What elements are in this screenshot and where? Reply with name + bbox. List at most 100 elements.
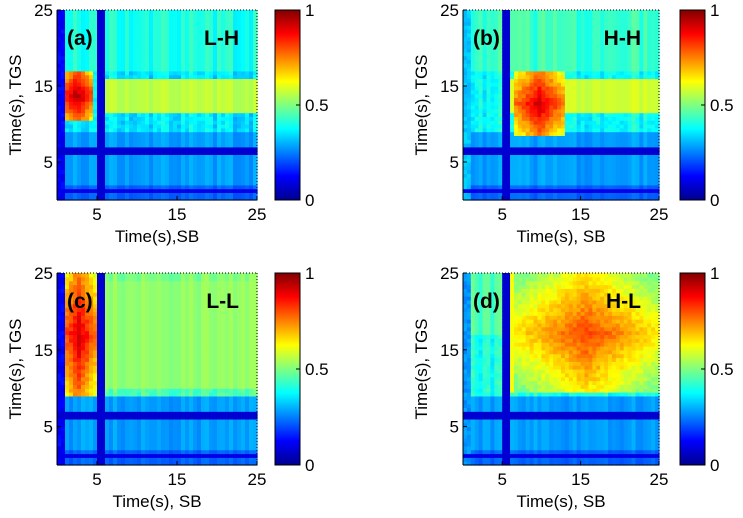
heatmap-cell [635,10,640,15]
heatmap-cell [193,32,198,38]
heatmap-cell [502,10,507,15]
heatmap-cell [109,97,114,102]
heatmap-cell [69,21,74,26]
heatmap-cell [557,21,562,26]
heatmap-cell [600,36,605,41]
heatmap-cell [133,181,138,186]
heatmap-cell [502,74,507,79]
heatmap-cell [502,192,507,197]
heatmap-cell [145,112,150,117]
heatmap-cell [165,21,170,26]
heatmap-cell [584,32,590,38]
heatmap-cell [611,32,617,38]
heatmap-cell [73,116,78,121]
heatmap-cell [89,25,94,30]
heatmap-cell [584,158,590,163]
heatmap-cell [89,127,94,133]
heatmap-cell [557,131,562,136]
heatmap-cell [205,78,210,83]
heatmap-cell [153,55,158,60]
heatmap-cell [631,17,637,22]
heatmap-cell [85,82,90,87]
heatmap-cell [608,13,613,19]
heatmap-cell [580,101,586,106]
heatmap-cell [245,112,250,117]
heatmap-cell [233,55,238,60]
heatmap-cell [153,192,158,197]
heatmap-cell [221,131,226,136]
heatmap-cell [576,70,582,76]
heatmap-cell [109,70,114,76]
heatmap-cell [141,97,146,102]
heatmap-cell [553,21,558,26]
heatmap-cell [217,74,222,79]
heatmap-cell [474,192,480,197]
heatmap-cell [584,154,590,159]
heatmap-cell [201,169,206,174]
heatmap-cell [237,82,242,87]
heatmap-cell [576,78,582,83]
heatmap-cell [209,25,214,30]
heatmap-cell [65,82,70,87]
heatmap-cell [647,146,652,152]
heatmap-cell [584,173,590,178]
heatmap-cell [213,51,218,57]
heatmap-cell [655,139,660,144]
heatmap-cell [105,59,110,64]
heatmap-cell [478,70,484,76]
heatmap-cell [173,48,178,53]
heatmap-cell [225,139,230,144]
heatmap-cell [572,63,578,68]
heatmap-cell [608,63,613,68]
heatmap-cell [584,162,590,167]
heatmap-cell [145,154,150,159]
heatmap-cell [647,108,652,114]
heatmap-cell [81,78,86,83]
heatmap-cell [101,108,106,114]
heatmap-cell [97,63,102,68]
heatmap-cell [229,86,234,91]
heatmap-cell [101,21,106,26]
heatmap-cell [600,131,605,136]
heatmap-cell [121,70,126,76]
heatmap-cell [217,184,222,190]
heatmap-cell [229,162,234,167]
heatmap-cell [129,40,134,45]
heatmap-cell [89,158,94,163]
heatmap-cell [209,97,214,102]
heatmap-cell [510,48,515,53]
heatmap-cell [125,86,130,91]
heatmap-cell [470,48,476,53]
heatmap-cell [561,162,566,167]
heatmap-cell [553,158,558,163]
heatmap-cell [253,105,258,110]
heatmap-cell [549,184,554,190]
heatmap-cell [161,131,166,136]
heatmap-cell [513,143,519,148]
heatmap-cell [576,59,582,64]
heatmap-cell [217,89,222,95]
heatmap-cell [549,29,554,34]
heatmap-cell [502,67,507,72]
heatmap-cell [568,89,574,95]
heatmap-cell [65,188,70,193]
heatmap-cell [201,101,206,106]
heatmap-cell [237,127,242,133]
heatmap-cell [619,89,625,95]
heatmap-cell [568,184,574,190]
heatmap-cell [596,86,601,91]
heatmap-cell [615,150,621,155]
heatmap-cell [57,51,62,57]
heatmap-cell [506,105,511,110]
heatmap-cell [537,74,542,79]
heatmap-cell [133,82,138,87]
heatmap-cell [233,89,238,95]
heatmap-cell [89,48,94,53]
heatmap-cell [169,29,174,34]
heatmap-cell [193,124,198,129]
heatmap-cell [185,112,190,117]
heatmap-cell [169,13,174,19]
heatmap-cell [161,101,166,106]
heatmap-cell [478,188,484,193]
heatmap-cell [651,25,656,30]
